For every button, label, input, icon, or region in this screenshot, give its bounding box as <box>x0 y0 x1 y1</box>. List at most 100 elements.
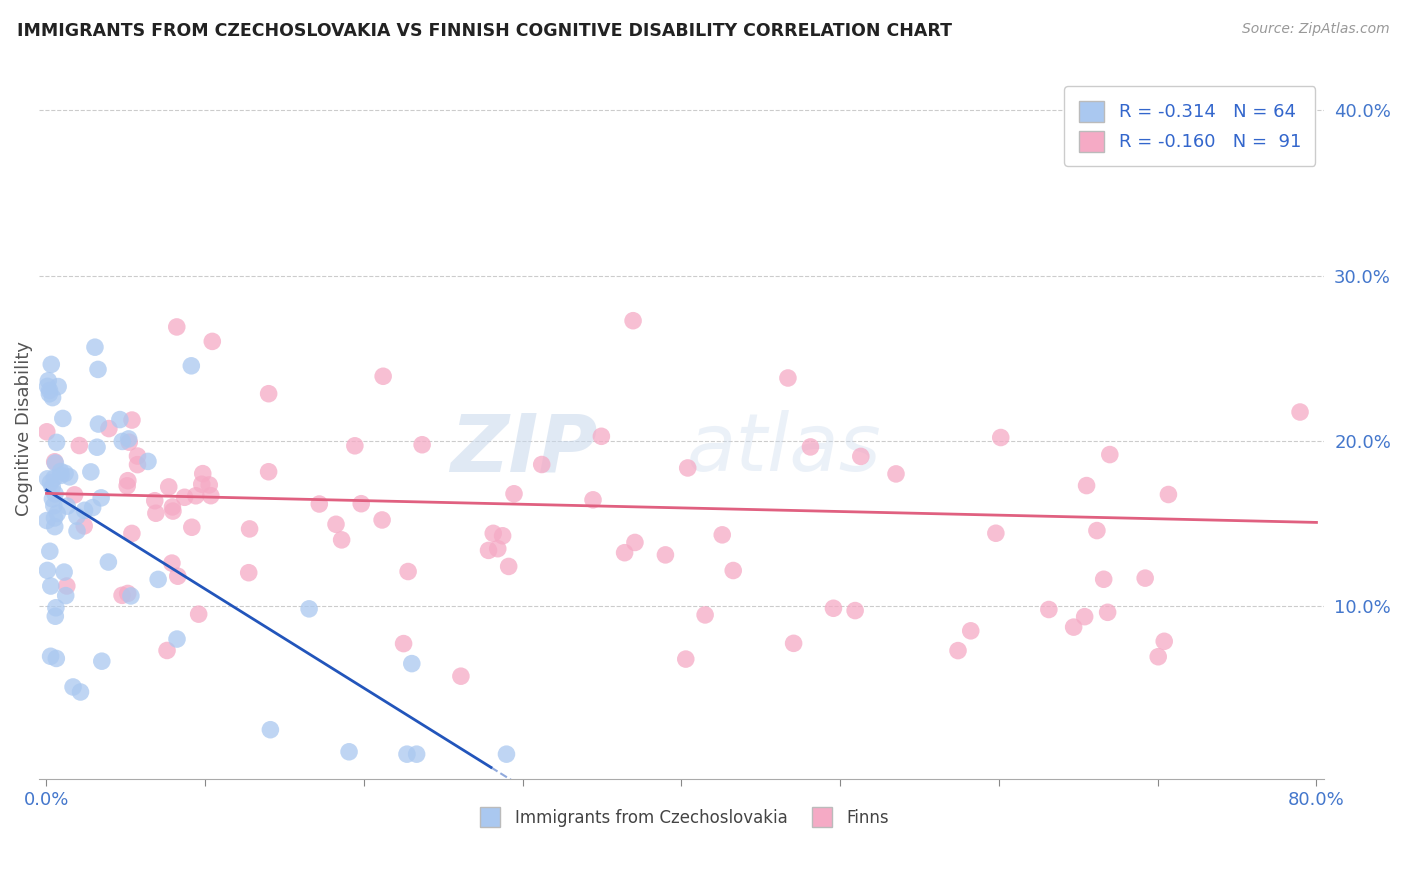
Point <box>66 524 89 538</box>
Point <box>946 643 969 657</box>
Point <box>136 454 159 468</box>
Point <box>190 477 212 491</box>
Point <box>1098 448 1121 462</box>
Point <box>115 479 138 493</box>
Point <box>118 435 141 450</box>
Point <box>117 474 139 488</box>
Point <box>591 429 613 443</box>
Point <box>799 440 821 454</box>
Point <box>44 487 66 501</box>
Point <box>35 514 58 528</box>
Point <box>143 493 166 508</box>
Point <box>486 541 509 556</box>
Point <box>84 340 107 354</box>
Point <box>166 632 188 646</box>
Point <box>67 438 90 452</box>
Point <box>198 478 221 492</box>
Point <box>371 513 394 527</box>
Point <box>44 471 66 485</box>
Point <box>959 624 981 638</box>
Point <box>823 601 845 615</box>
Point <box>38 384 60 398</box>
Point <box>44 511 66 525</box>
Point <box>118 432 141 446</box>
Point <box>117 586 139 600</box>
Point <box>411 438 433 452</box>
Point <box>41 491 63 506</box>
Point <box>162 500 184 514</box>
Point <box>53 565 76 579</box>
Point <box>46 379 69 393</box>
Point <box>675 652 697 666</box>
Point <box>35 425 58 439</box>
Point <box>200 489 222 503</box>
Point <box>1153 634 1175 648</box>
Point <box>180 520 202 534</box>
Point <box>1073 609 1095 624</box>
Point <box>121 526 143 541</box>
Point <box>41 480 63 494</box>
Point <box>53 467 76 481</box>
Point <box>238 566 260 580</box>
Point <box>330 533 353 547</box>
Point <box>396 565 419 579</box>
Point <box>1085 524 1108 538</box>
Point <box>56 579 79 593</box>
Point <box>55 589 77 603</box>
Point <box>844 604 866 618</box>
Point <box>1092 572 1115 586</box>
Point <box>1147 649 1170 664</box>
Point <box>1076 478 1098 492</box>
Point <box>162 504 184 518</box>
Point <box>482 526 505 541</box>
Point <box>582 492 605 507</box>
Point <box>59 470 82 484</box>
Point <box>613 546 636 560</box>
Point <box>343 439 366 453</box>
Point <box>69 685 91 699</box>
Point <box>257 386 280 401</box>
Point <box>498 559 520 574</box>
Point <box>41 391 63 405</box>
Point <box>63 488 86 502</box>
Point <box>37 472 59 486</box>
Point <box>97 555 120 569</box>
Point <box>1289 405 1312 419</box>
Point <box>450 669 472 683</box>
Point <box>405 747 427 761</box>
Point <box>160 556 183 570</box>
Point <box>82 500 104 515</box>
Point <box>120 589 142 603</box>
Point <box>695 607 717 622</box>
Point <box>776 371 799 385</box>
Point <box>37 374 59 388</box>
Point <box>87 417 110 431</box>
Point <box>111 588 134 602</box>
Point <box>157 480 180 494</box>
Point <box>121 413 143 427</box>
Point <box>108 412 131 426</box>
Point <box>156 643 179 657</box>
Point <box>39 649 62 664</box>
Point <box>49 465 72 479</box>
Point <box>495 747 517 761</box>
Point <box>990 431 1012 445</box>
Point <box>46 507 69 521</box>
Point <box>477 543 499 558</box>
Point <box>37 379 59 393</box>
Point <box>166 320 188 334</box>
Point <box>90 491 112 505</box>
Point <box>127 458 149 472</box>
Point <box>145 506 167 520</box>
Point <box>1038 602 1060 616</box>
Point <box>45 600 67 615</box>
Point <box>127 449 149 463</box>
Text: atlas: atlas <box>688 410 882 488</box>
Point <box>39 358 62 372</box>
Point <box>97 421 120 435</box>
Point <box>73 503 96 517</box>
Point <box>184 489 207 503</box>
Point <box>44 455 66 469</box>
Point <box>44 519 66 533</box>
Point <box>80 465 103 479</box>
